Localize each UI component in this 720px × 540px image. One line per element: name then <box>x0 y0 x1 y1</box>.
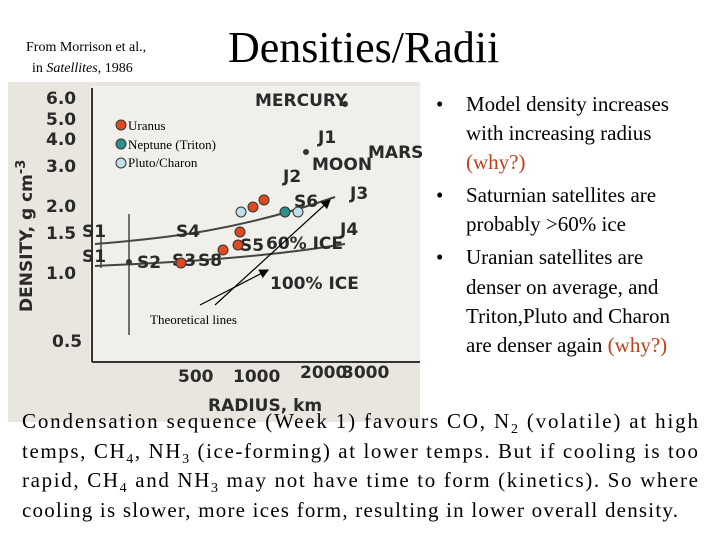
y-tick-label: 3.0 <box>46 157 76 177</box>
subscript: 3 <box>182 452 189 467</box>
run: , NH <box>135 439 181 463</box>
run: cooling is slower, more ices form, resul… <box>22 498 678 522</box>
bullet-line: Triton,Pluto and Charon <box>466 304 670 328</box>
bullet-mark: • <box>436 245 443 269</box>
pluto-charon-dot <box>292 206 304 218</box>
object-label: S4 <box>176 222 200 242</box>
bullet-line: Model density increases <box>466 92 669 116</box>
uranus-dot <box>232 239 244 251</box>
run: (volatile) at high <box>520 409 699 433</box>
subscript: 3 <box>211 481 218 496</box>
paragraph-line: Condensation sequence (Week 1) favours C… <box>22 409 699 437</box>
bullet-note: (why?) <box>608 333 667 357</box>
citation-part: Satellites <box>46 61 98 76</box>
y-axis-label: DENSITY, g cm-3 <box>14 160 37 312</box>
object-label: S8 <box>198 251 222 271</box>
x-tick-label: 2000 <box>300 363 347 383</box>
annotation-arrow <box>214 199 331 306</box>
x-axis-label: RADIUS, km <box>208 396 322 416</box>
annotation: Theoretical lines <box>150 312 237 327</box>
bullet-text: are denser again <box>466 333 608 357</box>
bullet-line: are denser again (why?) <box>466 333 667 357</box>
curve-label: 60% ICE <box>266 234 343 254</box>
bullet-note: (why?) <box>466 150 525 174</box>
legend-swatch <box>115 119 127 131</box>
neptune-dot <box>279 206 291 218</box>
paragraph-line: cooling is slower, more ices form, resul… <box>22 498 678 522</box>
object-label: S2 <box>137 253 161 273</box>
y-tick-label: 5.0 <box>46 110 76 130</box>
run: Condensation sequence (Week 1) favours C… <box>22 409 509 433</box>
object-label: S1 <box>82 222 106 242</box>
paragraph: Condensation sequence (Week 1) favours C… <box>22 409 699 522</box>
y-tick-label: 4.0 <box>46 130 76 150</box>
uranus-dot <box>247 201 259 213</box>
legend-label: Neptune (Triton) <box>128 137 216 152</box>
legend-label: Uranus <box>128 118 166 133</box>
y-tick-label: 0.5 <box>52 332 82 352</box>
subscript: 4 <box>126 452 133 467</box>
object-label: J3 <box>349 184 368 204</box>
bullet-line: Saturnian satellites are <box>466 183 656 207</box>
subscript: 4 <box>120 481 127 496</box>
y-tick-label: 1.0 <box>46 264 76 284</box>
x-tick-label: 1000 <box>233 367 280 387</box>
y-axis-label-exponent: -3 <box>14 160 29 174</box>
run: (ice-forming) at lower temps. But if coo… <box>191 439 698 463</box>
y-tick-label: 6.0 <box>46 89 76 109</box>
object-label: J2 <box>282 167 301 187</box>
legend-box <box>113 114 243 172</box>
citation: in Satellites, 1986 <box>32 61 133 76</box>
run: rapid, CH <box>22 468 118 492</box>
uranus-dot <box>175 257 187 269</box>
bullet-line: Uranian satellites are <box>466 245 643 269</box>
citation-part: , 1986 <box>98 61 133 76</box>
bullet-line: probably >60% ice <box>466 212 626 236</box>
object-label: J4 <box>339 220 358 240</box>
legend-swatch <box>115 138 127 150</box>
citation-part: in <box>32 61 46 76</box>
object-label: MERCURY <box>255 91 348 111</box>
paragraph-line: temps, CH 4, NH 3 (ice-forming) at lower t… <box>22 439 698 467</box>
curve-100-ice <box>94 243 346 267</box>
subscript: 2 <box>511 422 518 437</box>
bullet-mark: • <box>436 92 443 116</box>
object-label: S5 <box>240 236 264 256</box>
object-label: J1 <box>317 128 336 148</box>
object-label: MARS <box>368 143 423 163</box>
bullet-mark: • <box>436 183 443 207</box>
uranus-dot <box>258 194 270 206</box>
curve-label: 100% ICE <box>270 274 359 294</box>
bullet-line: with increasing radius <box>466 121 651 145</box>
run: may not have time to form (kinetics). So… <box>220 468 698 492</box>
run: and NH <box>128 468 209 492</box>
annotation-box <box>146 309 272 329</box>
y-axis-label-text: DENSITY, g cm <box>17 174 37 312</box>
object-label: MOON <box>312 155 372 175</box>
dot <box>303 149 309 155</box>
bullet-line: denser on average, and <box>466 275 659 299</box>
object-label: S1 <box>82 247 106 267</box>
y-tick-label: 1.5 <box>46 224 76 244</box>
pluto-charon-dot <box>235 206 247 218</box>
paragraph-line: rapid, CH 4 and NH 3 may not have time to … <box>22 468 698 496</box>
uranus-dot <box>234 226 246 238</box>
y-tick-label: 2.0 <box>46 197 76 217</box>
x-tick-label: 3000 <box>342 363 389 383</box>
legend-swatch <box>115 157 127 169</box>
dot <box>126 259 132 265</box>
figure: 6.0 5.0 4.0 3.0 2.0 1.5 1.0 0.5 500 1000… <box>8 82 423 422</box>
uranus-dot <box>217 244 229 256</box>
slide-title: Densities/Radii <box>228 23 499 72</box>
bullet-list: • Model density increases with increasin… <box>436 92 670 357</box>
run: temps, CH <box>22 439 125 463</box>
x-tick-label: 500 <box>178 367 214 387</box>
legend-label: Pluto/Charon <box>128 155 198 170</box>
citation: From Morrison et al., <box>26 40 146 55</box>
dot <box>342 101 348 107</box>
